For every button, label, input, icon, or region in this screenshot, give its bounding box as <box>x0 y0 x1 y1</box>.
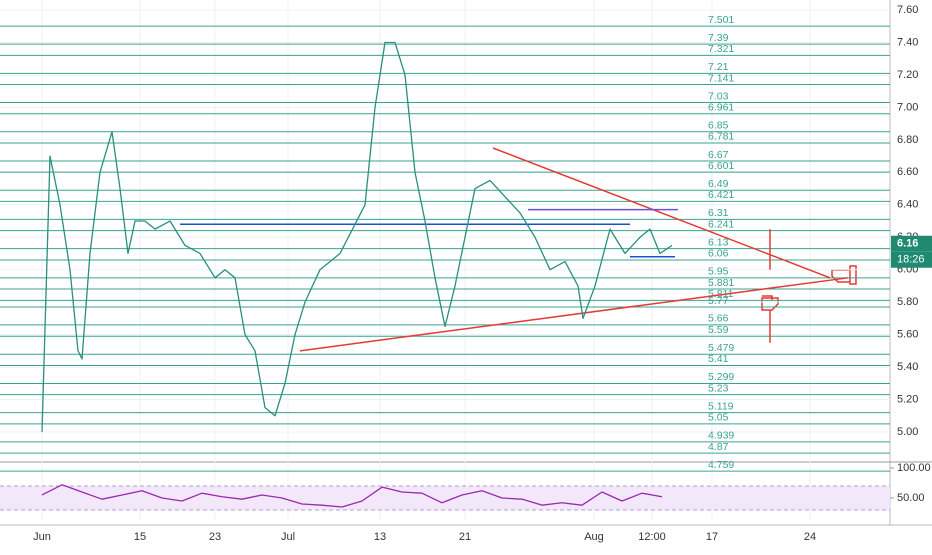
level-label: 5.23 <box>708 382 729 394</box>
level-label: 5.66 <box>708 313 729 325</box>
level-label: 5.95 <box>708 266 729 278</box>
x-tick-label: 12:00 <box>638 531 666 543</box>
drawn-line <box>299 277 849 352</box>
y-tick-label: 7.20 <box>897 69 918 81</box>
drawn-line <box>492 147 831 279</box>
level-label: 6.421 <box>708 189 734 201</box>
x-tick-label: 23 <box>209 531 221 543</box>
x-tick-label: 17 <box>706 531 718 543</box>
y-tick-label: 7.00 <box>897 101 918 113</box>
level-label: 4.759 <box>708 459 734 471</box>
level-label: 6.601 <box>708 160 734 172</box>
y-tick-label: 5.20 <box>897 393 918 405</box>
level-label: 6.06 <box>708 248 729 260</box>
hand-icon <box>761 295 779 311</box>
level-label: 5.881 <box>708 277 734 289</box>
price-line <box>41 484 663 508</box>
x-tick-label: Aug <box>584 531 604 543</box>
x-tick-label: Jun <box>33 531 51 543</box>
y-tick-label: 7.60 <box>897 4 918 16</box>
level-label: 6.781 <box>708 131 734 143</box>
x-tick-label: 13 <box>374 531 386 543</box>
level-label: 6.67 <box>708 149 729 161</box>
level-label: 7.321 <box>708 43 734 55</box>
y-tick-label: 6.80 <box>897 134 918 146</box>
rsi-band-fill <box>0 485 890 510</box>
x-tick-label: Jul <box>281 531 295 543</box>
x-tick-label: 21 <box>459 531 471 543</box>
y-tick-label: 100.00 <box>897 462 931 474</box>
x-tick-label: 15 <box>134 531 146 543</box>
level-label: 6.31 <box>708 207 729 219</box>
level-label: 7.39 <box>708 32 729 44</box>
level-label: 5.119 <box>708 400 734 412</box>
level-label: 5.41 <box>708 353 729 365</box>
y-tick-label: 50.00 <box>897 492 925 504</box>
level-label: 4.939 <box>708 430 734 442</box>
level-label: 5.59 <box>708 324 729 336</box>
last-price-box <box>891 235 932 252</box>
level-label: 7.141 <box>708 72 734 84</box>
last-price-label: 6.16 <box>897 238 918 250</box>
level-label: 7.03 <box>708 90 729 102</box>
level-label: 7.21 <box>708 61 729 73</box>
y-tick-label: 6.40 <box>897 199 918 211</box>
level-label: 5.77 <box>708 295 729 307</box>
level-label: 6.241 <box>708 218 734 230</box>
countdown-label: 18:26 <box>897 254 925 266</box>
level-label: 6.49 <box>708 178 729 190</box>
level-label: 5.05 <box>708 412 729 424</box>
y-tick-label: 6.60 <box>897 166 918 178</box>
y-tick-label: 5.80 <box>897 296 918 308</box>
level-label: 5.479 <box>708 342 734 354</box>
level-label: 6.85 <box>708 120 729 132</box>
y-tick-label: 5.60 <box>897 329 918 341</box>
x-tick-label: 24 <box>804 531 816 543</box>
price-line <box>41 41 673 432</box>
level-label: 5.299 <box>708 371 734 383</box>
level-label: 6.13 <box>708 236 729 248</box>
y-tick-label: 5.00 <box>897 426 918 438</box>
level-label: 7.501 <box>708 14 734 26</box>
level-label: 6.961 <box>708 102 734 114</box>
countdown-box <box>891 251 932 268</box>
level-label: 4.87 <box>708 441 729 453</box>
y-tick-label: 5.40 <box>897 361 918 373</box>
y-tick-label: 7.40 <box>897 36 918 48</box>
